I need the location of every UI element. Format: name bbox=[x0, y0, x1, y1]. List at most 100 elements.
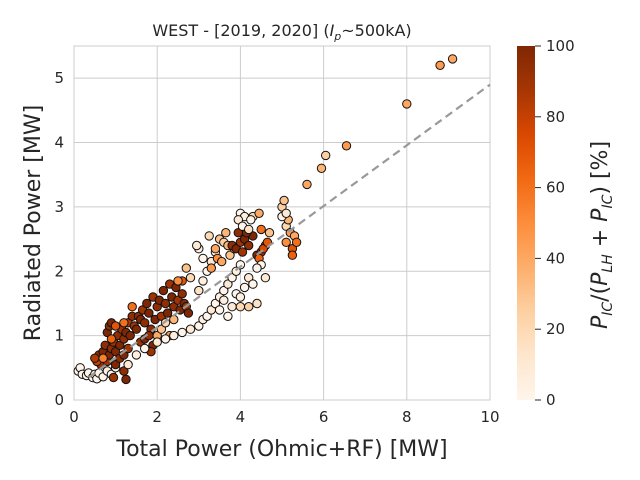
y-tick-label: 0 bbox=[54, 391, 64, 409]
data-point bbox=[244, 240, 254, 251]
data-point bbox=[185, 273, 196, 283]
data-point bbox=[287, 250, 298, 260]
data-point bbox=[252, 263, 262, 273]
x-tick-label: 6 bbox=[319, 408, 329, 426]
data-point bbox=[152, 337, 162, 347]
data-point bbox=[281, 237, 291, 248]
data-point bbox=[131, 350, 142, 360]
data-point bbox=[198, 253, 208, 264]
data-point bbox=[302, 179, 312, 190]
data-point bbox=[235, 302, 246, 312]
data-point bbox=[181, 263, 192, 273]
chart-title-main: WEST - [2019, 2020] ( bbox=[152, 21, 329, 40]
data-point bbox=[127, 302, 137, 312]
data-point bbox=[252, 298, 262, 309]
colorbar-label: PIC/(PLH + PIC) [%] bbox=[588, 141, 616, 329]
colorbar-tick-label: 0 bbox=[546, 391, 556, 409]
data-point bbox=[123, 359, 133, 370]
x-tick-label: 8 bbox=[402, 408, 412, 426]
data-point bbox=[233, 228, 244, 238]
trend-line bbox=[87, 83, 491, 379]
data-point bbox=[217, 256, 227, 267]
data-point bbox=[244, 224, 254, 235]
data-point bbox=[110, 321, 121, 331]
y-tick-label: 3 bbox=[54, 198, 64, 216]
chart-title: WEST - [2019, 2020] (Ip~500kA) bbox=[152, 21, 411, 43]
data-point bbox=[98, 353, 108, 363]
data-point bbox=[110, 347, 121, 357]
data-point bbox=[90, 353, 100, 363]
data-point bbox=[221, 228, 231, 238]
data-point bbox=[206, 263, 217, 273]
data-point bbox=[321, 150, 331, 161]
data-point bbox=[246, 215, 256, 225]
data-point bbox=[281, 208, 291, 219]
data-point bbox=[256, 224, 266, 235]
data-point bbox=[435, 60, 445, 71]
data-point bbox=[198, 276, 208, 286]
data-point bbox=[106, 334, 117, 344]
data-point bbox=[119, 318, 129, 328]
data-point bbox=[223, 279, 233, 289]
data-point bbox=[239, 282, 250, 293]
colorbar-tick-labels: 0 20 40 60 80 100 bbox=[535, 37, 575, 409]
data-point bbox=[131, 324, 142, 334]
data-point bbox=[402, 99, 412, 109]
y-tick-labels: 0 1 2 3 4 5 bbox=[54, 69, 64, 409]
chart-title-var: I bbox=[330, 21, 335, 40]
x-axis-label: Total Power (Ohmic+RF) [MW] bbox=[115, 437, 447, 462]
data-point bbox=[235, 292, 246, 302]
data-point bbox=[108, 372, 119, 383]
data-point bbox=[160, 334, 171, 344]
data-point bbox=[223, 311, 233, 321]
data-point bbox=[316, 163, 327, 174]
data-point bbox=[194, 285, 204, 296]
data-point bbox=[219, 285, 229, 296]
colorbar-tick-label: 60 bbox=[546, 179, 565, 197]
x-tick-label: 4 bbox=[236, 408, 246, 426]
data-point bbox=[119, 366, 129, 376]
colorbar-tick-label: 80 bbox=[546, 108, 565, 126]
data-point bbox=[140, 343, 150, 354]
data-point bbox=[194, 321, 204, 331]
data-point bbox=[210, 298, 221, 309]
data-point bbox=[225, 250, 235, 260]
data-points bbox=[73, 54, 458, 385]
data-point bbox=[248, 279, 258, 289]
colorbar-tick-label: 40 bbox=[546, 249, 565, 267]
data-point bbox=[121, 374, 131, 385]
data-point bbox=[233, 215, 244, 225]
data-point bbox=[260, 273, 271, 283]
data-point bbox=[244, 273, 254, 283]
data-point bbox=[142, 298, 152, 309]
y-tick-label: 2 bbox=[54, 262, 64, 280]
data-point bbox=[291, 237, 302, 248]
plot-area bbox=[73, 45, 491, 401]
data-point bbox=[227, 302, 237, 312]
data-point bbox=[183, 308, 194, 318]
data-point bbox=[173, 276, 183, 286]
data-point bbox=[162, 308, 173, 318]
x-tick-label: 0 bbox=[69, 408, 79, 426]
colorbar bbox=[517, 46, 535, 400]
data-point bbox=[169, 330, 179, 341]
data-point bbox=[244, 302, 254, 312]
data-point bbox=[125, 330, 135, 341]
data-point bbox=[210, 244, 221, 254]
data-point bbox=[185, 324, 196, 334]
chart-title-sub: p bbox=[333, 30, 341, 43]
colorbar-tick-label: 100 bbox=[546, 37, 575, 55]
data-point bbox=[237, 247, 248, 257]
y-tick-label: 4 bbox=[54, 134, 64, 152]
data-point bbox=[110, 359, 121, 370]
data-point bbox=[158, 285, 169, 296]
x-tick-label: 2 bbox=[152, 408, 162, 426]
data-point bbox=[219, 295, 229, 305]
data-point bbox=[144, 308, 154, 318]
data-point bbox=[447, 54, 458, 64]
data-point bbox=[140, 318, 150, 328]
y-axis-label: Radiated Power [MW] bbox=[21, 105, 46, 341]
data-point bbox=[177, 327, 187, 338]
chart-title-rest: ~500kA) bbox=[341, 21, 411, 40]
